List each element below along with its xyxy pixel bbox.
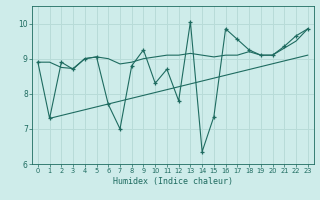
X-axis label: Humidex (Indice chaleur): Humidex (Indice chaleur) bbox=[113, 177, 233, 186]
